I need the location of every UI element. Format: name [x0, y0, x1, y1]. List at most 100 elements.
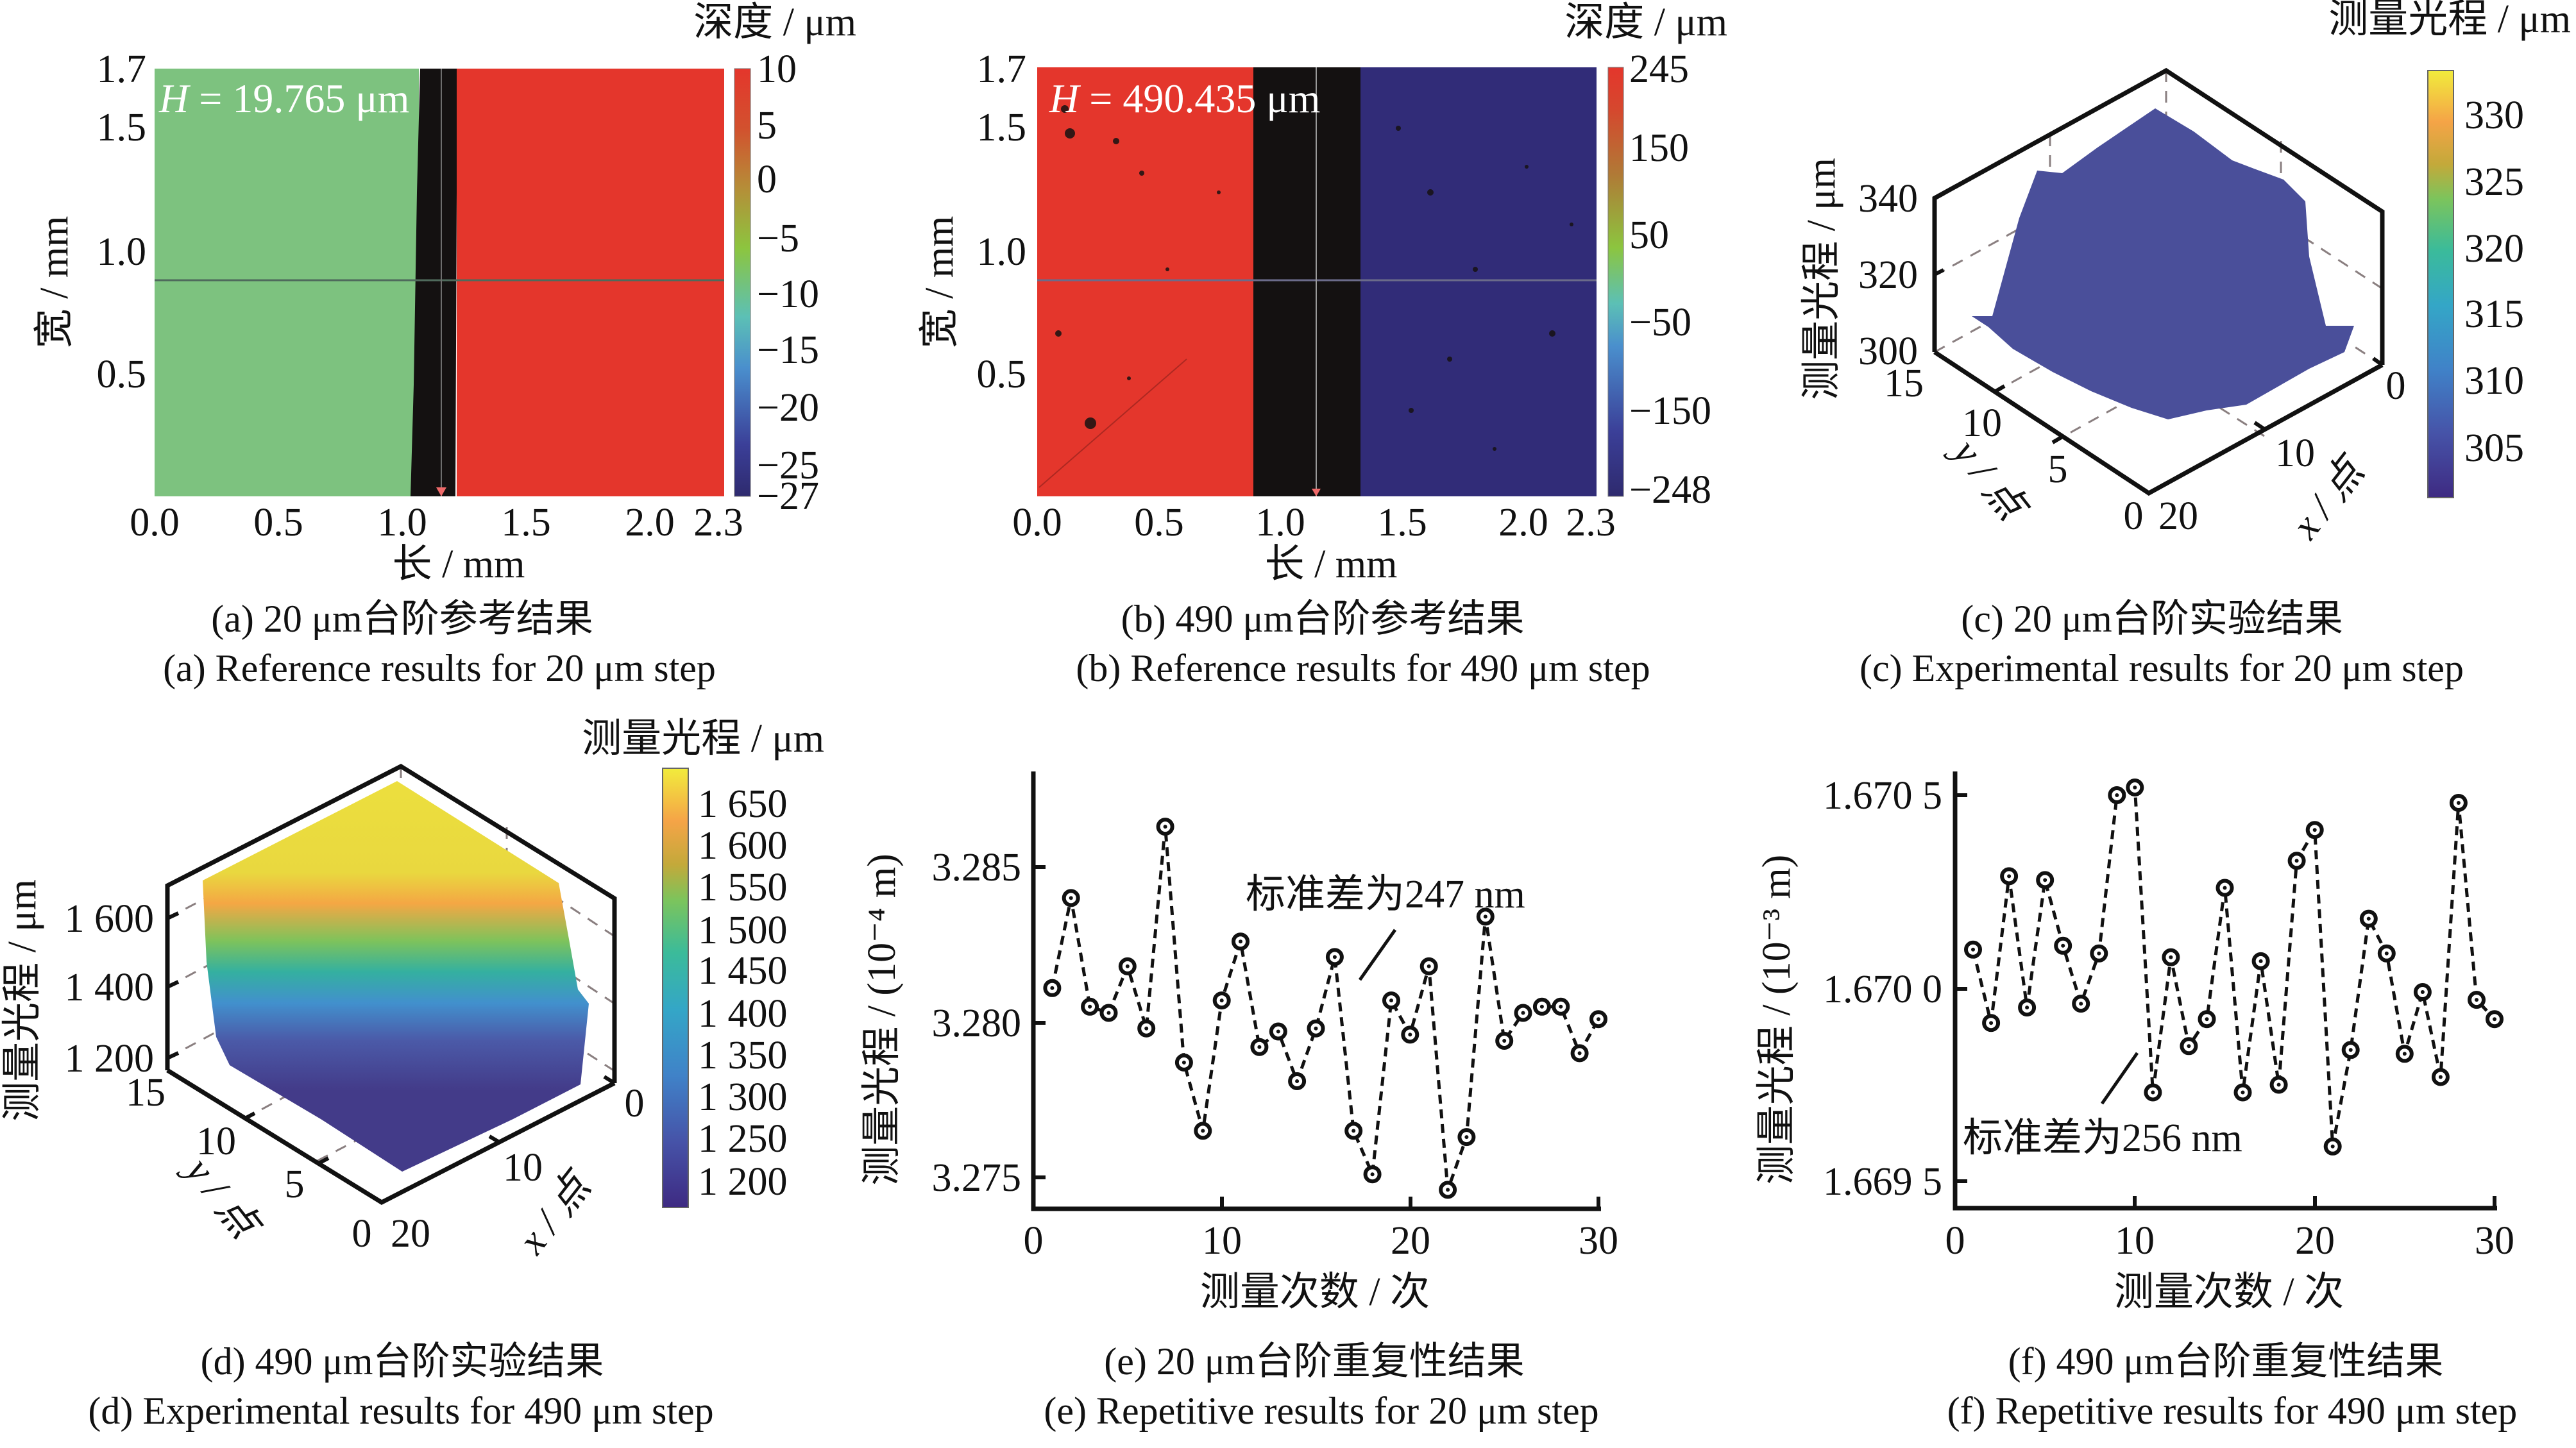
- panel-e-data-point-center: [1483, 914, 1487, 919]
- panel-d-cb-tick: 1 500: [698, 909, 788, 952]
- panel-f-caption-cn: (f) 490 μm台阶重复性结果: [2008, 1340, 2444, 1383]
- panel-c-surface: [1972, 108, 2354, 419]
- panel-f-xtick: 10: [2115, 1219, 2155, 1263]
- panel-c-xtick: 0: [2386, 364, 2406, 408]
- panel-c-axis-box: [1932, 67, 2385, 496]
- panel-e-data-point-center: [1577, 1051, 1582, 1056]
- panel-c-zticks: 340 320 300: [1858, 177, 1918, 373]
- panel-c-ytick: 10: [1962, 401, 2002, 445]
- panel-c-xtick: 20: [2158, 494, 2198, 538]
- panel-e-data-point-center: [1295, 1079, 1300, 1083]
- panel-b-region-black: [1253, 67, 1361, 496]
- panel-a-cb-tick: 0: [757, 158, 777, 201]
- panel-d-zlabel: 测量光程 / μm: [1, 879, 44, 1122]
- panel-c-zlabel: 测量光程 / μm: [1800, 158, 1843, 400]
- panel-e-markers: [1043, 818, 1607, 1199]
- panel-e: 3.285 3.280 3.275 0 10 20 30 标准差为247 nm …: [860, 771, 1618, 1432]
- panel-d-cb-tick: 1 600: [698, 824, 788, 868]
- panel-b-xtick: 2.0: [1498, 501, 1548, 544]
- panel-a-xticks: 0.0 0.5 1.0 1.5 2.0 2.3: [130, 501, 743, 544]
- panel-f-data-point-center: [2420, 990, 2425, 994]
- panel-f-data-point-center: [2456, 801, 2461, 805]
- panel-f-caption-en: (f) Repetitive results for 490 μm step: [1947, 1390, 2518, 1432]
- panel-e-data-point-center: [1182, 1060, 1186, 1065]
- panel-f-data-point-center: [2241, 1090, 2245, 1095]
- panel-d-cb-tick: 1 450: [698, 949, 788, 993]
- panel-b-xlabel: 长 / mm: [1265, 543, 1398, 586]
- panel-c-colorbar-ticks: 330 325 320 315 310 305: [2464, 94, 2524, 470]
- panel-a-cb-tick: −10: [757, 273, 819, 316]
- panel-e-xticks: 0 10 20 30: [1024, 1219, 1619, 1263]
- panel-f-data-point-center: [2133, 786, 2137, 789]
- panel-b-region-red: [1037, 67, 1254, 496]
- panel-b-xtick: 0.5: [1134, 501, 1184, 544]
- panel-d-cb-tick: 1 200: [698, 1160, 788, 1204]
- panel-b-ylabel: 宽 / mm: [918, 216, 962, 349]
- panel-d-surface: [203, 781, 589, 1172]
- panel-f-data-point-center: [2187, 1044, 2191, 1048]
- panel-d: 测量光程 / μm 1 600 1 400: [1, 717, 824, 1432]
- panel-f-data-point-center: [2312, 828, 2317, 832]
- panel-b-xticks: 0.0 0.5 1.0 1.5 2.0 2.3: [1012, 501, 1616, 544]
- panel-c-xticks: 20 10 0: [2158, 364, 2406, 538]
- panel-b-ytick: 1.5: [977, 106, 1027, 149]
- panel-a-region-red: [457, 69, 724, 496]
- panel-d-ytick: 15: [126, 1071, 165, 1115]
- panel-d-ztick: 1 600: [65, 897, 155, 941]
- panel-f-yticks: 1.670 5 1.670 0 1.669 5: [1823, 774, 1942, 1204]
- panel-d-zticks: 1 600 1 400 1 200: [65, 897, 155, 1081]
- panel-e-data-point-center: [1539, 1004, 1544, 1009]
- panel-d-caption-cn: (d) 490 μm台阶实验结果: [201, 1340, 604, 1383]
- panel-e-data-point-center: [1050, 986, 1055, 990]
- panel-e-data-point-center: [1332, 955, 1337, 959]
- panel-f-data-point-center: [2151, 1090, 2155, 1095]
- panel-d-xtick: 0: [625, 1082, 645, 1125]
- panel-d-xtick: 10: [503, 1146, 543, 1190]
- panel-f-data-point-center: [2223, 886, 2227, 890]
- panel-d-ylabel: y / 点: [175, 1147, 269, 1249]
- panel-b-region-navy: [1360, 67, 1597, 496]
- panel-f-annotation: 标准差为256 nm: [1963, 1116, 2242, 1160]
- panel-e-axes: [1031, 771, 1601, 1211]
- panel-b-scratch: [1038, 358, 1187, 488]
- panel-a-marker: [436, 487, 446, 496]
- panel-b-ytick: 1.0: [977, 230, 1027, 274]
- panel-b-caption-en: (b) Reference results for 490 μm step: [1076, 647, 1650, 689]
- panel-e-data-point-center: [1502, 1039, 1507, 1043]
- panel-e-data-point-center: [1370, 1172, 1375, 1177]
- panel-a-xtick: 1.0: [377, 501, 427, 544]
- panel-d-ytick: 0: [352, 1212, 372, 1256]
- panel-d-caption-en: (d) Experimental results for 490 μm step: [88, 1390, 713, 1432]
- panel-f-data-point-center: [2115, 793, 2119, 797]
- panel-f-data-point-center: [2366, 916, 2371, 921]
- panel-a-xtick: 0.0: [130, 501, 180, 544]
- panel-a-ytick: 1.7: [97, 47, 147, 91]
- panel-c-cb-tick: 320: [2464, 227, 2524, 271]
- panel-f-xticks: 0 10 20 30: [1945, 1219, 2515, 1263]
- panel-b-h-label: H = 490.435 μm: [1049, 76, 1320, 121]
- panel-f-xtick: 30: [2475, 1219, 2514, 1263]
- panel-d-ytick: 10: [196, 1120, 236, 1163]
- panel-e-data-point-center: [1389, 998, 1393, 1003]
- panel-e-annotation-leader: [1358, 929, 1397, 981]
- panel-f-data-point-center: [2061, 943, 2065, 948]
- panel-f-data-point-center: [2348, 1048, 2353, 1052]
- panel-d-colorbar-ticks: 1 650 1 600 1 550 1 500 1 450 1 400 1 35…: [698, 782, 788, 1204]
- panel-b-surface-defects: [1055, 105, 1573, 451]
- panel-f-data-point-center: [2258, 959, 2263, 963]
- panel-a-region-green: [155, 69, 419, 496]
- panel-f: 1.670 5 1.670 0 1.669 5 0 10 20 30 标准差为2…: [1755, 771, 2517, 1432]
- panel-a-h-label: H = 19.765 μm: [158, 76, 409, 121]
- panel-a: 深度 / μm H = 19.765 μm 10 5 0 −5 −10 −15 …: [33, 1, 856, 689]
- panel-b: 深度 / μm H = 490.435 μm 245 150 50 −: [918, 1, 1727, 689]
- panel-f-data-point-center: [2330, 1144, 2335, 1149]
- panel-b-xtick: 1.5: [1377, 501, 1427, 544]
- panel-c-ytick: 5: [2048, 448, 2068, 491]
- panel-b-ytick: 1.7: [977, 47, 1027, 91]
- panel-e-data-point-center: [1088, 1004, 1092, 1009]
- panel-f-xlabel: 测量次数 / 次: [2114, 1270, 2344, 1314]
- panel-b-colorbar-ticks: 245 150 50 −50 −150 −248: [1629, 47, 1711, 512]
- panel-e-ylabel: 测量光程 / (10⁻⁴ m): [860, 854, 904, 1186]
- panel-c-cb-tick: 330: [2464, 94, 2524, 137]
